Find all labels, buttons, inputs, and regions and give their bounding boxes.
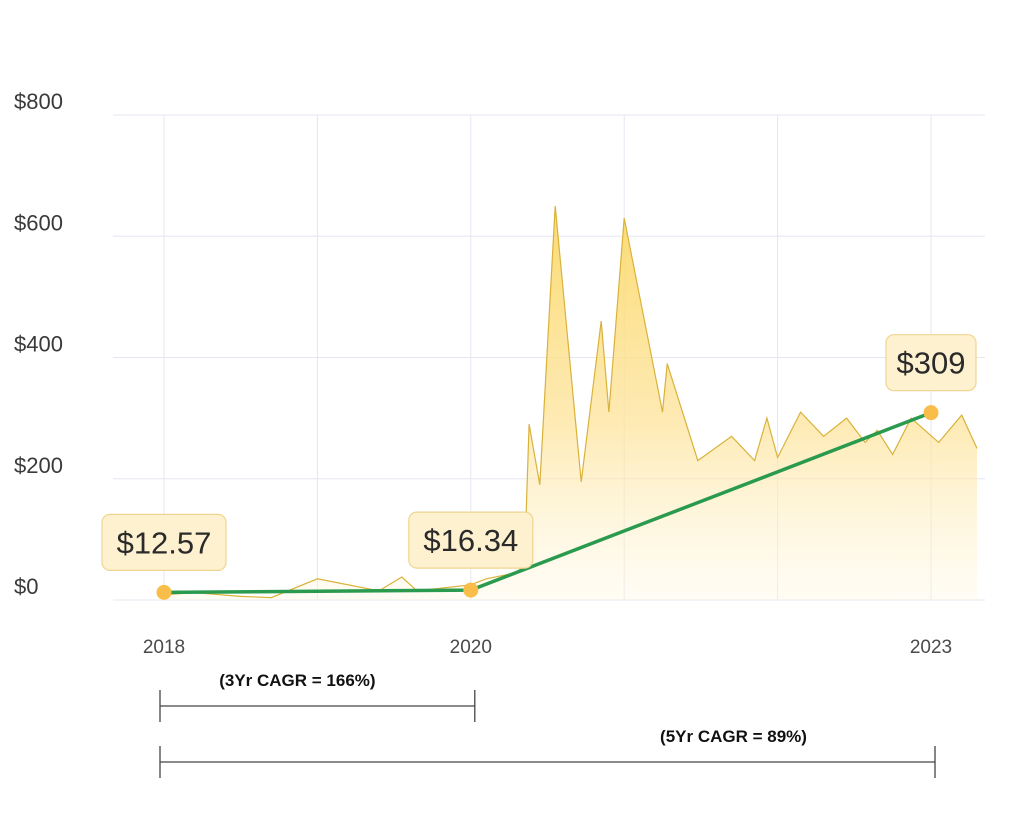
y-tick-label: $800 [14, 89, 63, 114]
data-point-marker [463, 582, 479, 598]
area-fill [157, 205, 977, 600]
value-callout-label: $16.34 [423, 523, 518, 558]
data-point-marker [156, 584, 172, 600]
data-point-marker [923, 405, 939, 421]
y-axis: $0 $200 $400 $600 $800 [14, 89, 63, 599]
value-callout [408, 511, 534, 569]
x-axis: 2018 2020 2023 [143, 637, 952, 658]
y-tick-label: $200 [14, 453, 63, 478]
y-tick-label: $0 [14, 574, 38, 599]
value-callout-label: $12.57 [117, 525, 212, 560]
annotations: $12.57 $16.34 $309 [101, 334, 977, 600]
x-tick-label: 2018 [143, 637, 185, 658]
y-tick-label: $600 [14, 210, 63, 235]
value-callout-label: $309 [897, 346, 966, 381]
area-outline [157, 205, 978, 599]
x-tick-label: 2023 [910, 637, 952, 658]
cagr-label: (5Yr CAGR = 89%) [660, 727, 807, 746]
cagr-label: (3Yr CAGR = 166%) [219, 671, 375, 690]
value-callout [101, 513, 227, 571]
y-tick-label: $400 [14, 332, 63, 357]
value-callout [885, 334, 977, 392]
area-series [157, 205, 978, 600]
cagr-ranges: (3Yr CAGR = 166%) (5Yr CAGR = 89%) [159, 671, 936, 778]
x-tick-label: 2020 [450, 637, 492, 658]
